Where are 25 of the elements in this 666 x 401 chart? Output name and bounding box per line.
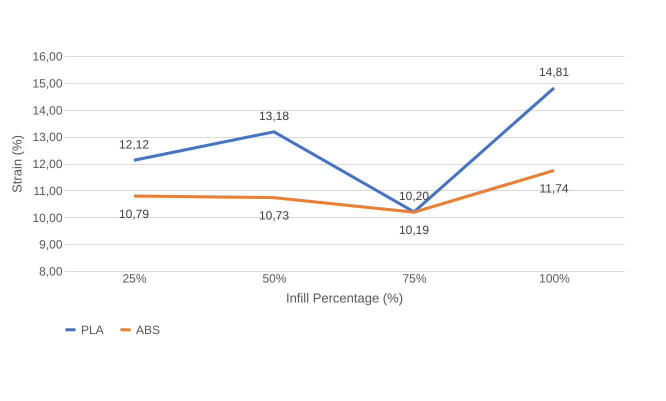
x-axis-title: Infill Percentage (%) xyxy=(286,290,404,306)
legend-label: ABS xyxy=(136,322,160,337)
legend-label: PLA xyxy=(81,322,104,337)
x-tick-label: 75% xyxy=(402,272,427,286)
data-label: 10,79 xyxy=(118,207,150,222)
data-label: 10,20 xyxy=(398,188,430,203)
data-label: 12,12 xyxy=(118,137,150,152)
x-tick-label: 50% xyxy=(262,272,287,286)
data-label: 14,81 xyxy=(538,64,570,79)
y-tick-label: 10,00 xyxy=(32,210,63,225)
y-axis-title: Strain (%) xyxy=(9,135,24,193)
y-tick-label: 8,00 xyxy=(39,264,63,278)
y-tick-label: 16,00 xyxy=(32,50,63,64)
x-tick-label: 100% xyxy=(539,272,570,286)
y-tick-label: 9,00 xyxy=(39,238,63,252)
y-tick-label: 11,00 xyxy=(33,184,63,198)
y-tick-label: 13,00 xyxy=(32,130,63,144)
data-label: 11,74 xyxy=(539,181,569,196)
data-label: 13,18 xyxy=(258,108,290,123)
data-label: 10,19 xyxy=(398,223,430,238)
y-tick-label: 15,00 xyxy=(32,76,63,90)
x-tick-label: 25% xyxy=(122,272,147,286)
data-label: 10,73 xyxy=(258,208,290,223)
y-tick-label: 12,00 xyxy=(32,157,63,171)
y-tick-label: 14,00 xyxy=(32,103,63,118)
